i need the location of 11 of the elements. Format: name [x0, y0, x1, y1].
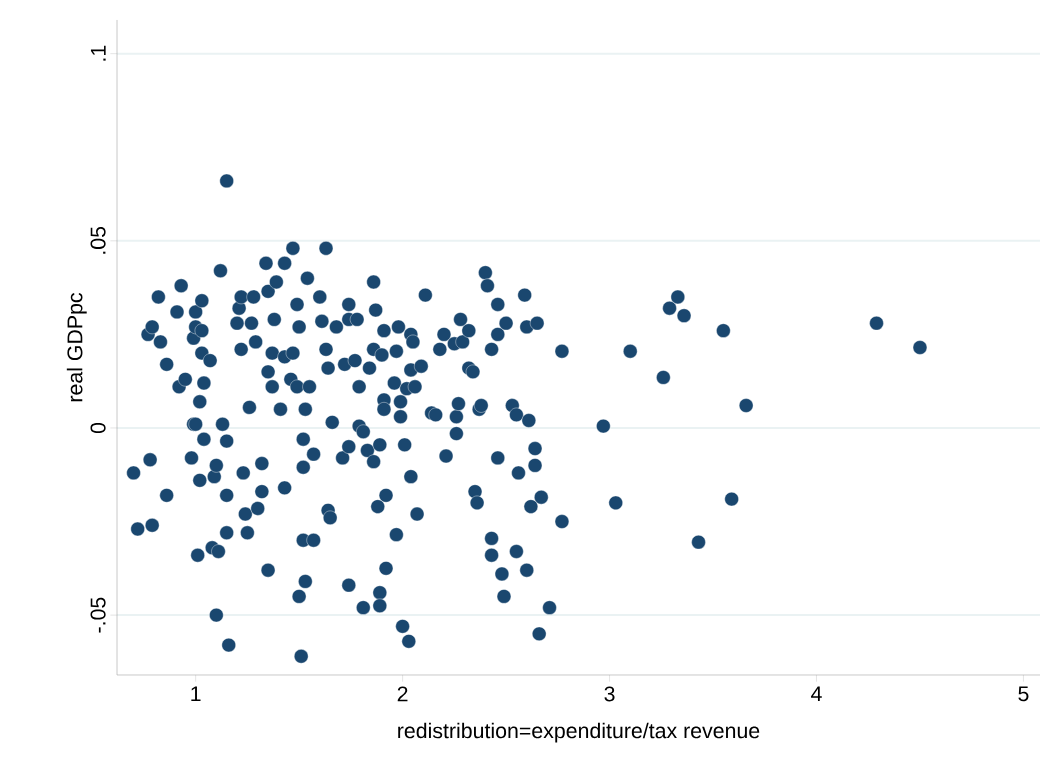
y-tick-label: 0 — [90, 422, 106, 434]
x-tick-label: 2 — [397, 686, 408, 702]
x-tick-label: 3 — [604, 686, 615, 702]
x-tick-label: 5 — [1018, 686, 1029, 702]
y-tick-label: -.05 — [90, 597, 106, 633]
x-tick-label: 4 — [811, 686, 822, 702]
y-tick-label: .05 — [90, 226, 106, 254]
y-axis-title: real GDPpc — [66, 292, 87, 402]
x-axis-title: redistribution=expenditure/tax revenue — [398, 722, 760, 743]
y-tick-label: .1 — [90, 45, 106, 61]
x-tick-label: 1 — [191, 686, 201, 702]
